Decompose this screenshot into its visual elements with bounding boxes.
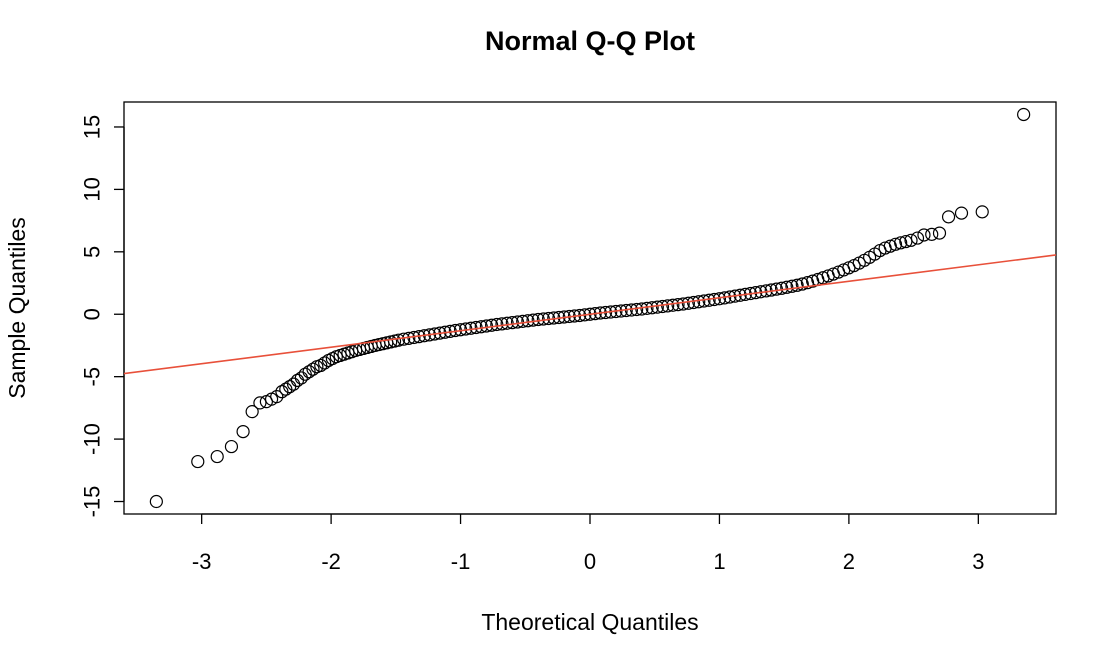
data-point (774, 281, 789, 295)
data-point (676, 297, 690, 311)
x-tick-label: 0 (584, 549, 596, 574)
data-point (290, 373, 305, 388)
data-point (210, 449, 224, 464)
chart-title: Normal Q-Q Plot (485, 26, 695, 56)
data-point (149, 494, 163, 509)
data-point (318, 356, 332, 370)
data-point (917, 228, 931, 242)
data-point (275, 385, 289, 399)
y-tick-label: -10 (80, 423, 105, 455)
data-point (245, 405, 259, 419)
data-point (925, 227, 939, 241)
data-point (795, 277, 809, 291)
data-point (899, 234, 913, 249)
x-tick-label: 2 (843, 549, 855, 574)
data-point (294, 371, 308, 385)
data-point (904, 233, 918, 247)
x-axis: -3 -2 -1 0 1 2 3 (192, 513, 984, 574)
data-point (790, 278, 804, 292)
data-point (224, 439, 239, 454)
points-layer (149, 107, 1031, 509)
y-tick-label: 15 (80, 115, 105, 139)
data-point (279, 382, 293, 396)
x-tick-label: 3 (972, 549, 984, 574)
x-axis-label: Theoretical Quantiles (481, 609, 698, 635)
x-tick-label: 1 (713, 549, 725, 574)
data-point (888, 237, 903, 251)
data-point (780, 280, 794, 294)
y-tick-label: 10 (80, 177, 105, 201)
y-tick-label: 5 (80, 246, 105, 258)
data-point (253, 396, 267, 410)
data-point (314, 358, 328, 373)
y-tick-label: -15 (80, 486, 105, 518)
y-axis: -15 -10 -5 0 5 10 15 (80, 115, 125, 518)
data-point (270, 390, 284, 404)
data-point (932, 226, 947, 240)
x-tick-label: -3 (192, 549, 212, 574)
data-point (391, 333, 406, 347)
data-point (490, 317, 504, 332)
y-tick-label: -5 (80, 367, 105, 387)
y-axis-label: Sample Quantiles (4, 217, 30, 399)
data-point (954, 206, 969, 220)
data-point (941, 210, 956, 224)
x-tick-label: -1 (451, 549, 471, 574)
data-point (495, 317, 509, 331)
data-point (191, 454, 205, 469)
data-point (298, 367, 312, 381)
data-point (785, 279, 799, 293)
data-point (1017, 107, 1031, 122)
data-point (302, 365, 316, 379)
x-tick-label: -2 (321, 549, 341, 574)
reference-line (124, 254, 1056, 375)
data-point (671, 298, 685, 312)
data-point (894, 236, 908, 250)
data-point (306, 362, 320, 376)
data-point (910, 231, 925, 245)
data-point (975, 205, 989, 219)
data-point (800, 276, 815, 290)
data-point (236, 425, 250, 439)
y-tick-label: 0 (80, 308, 105, 320)
